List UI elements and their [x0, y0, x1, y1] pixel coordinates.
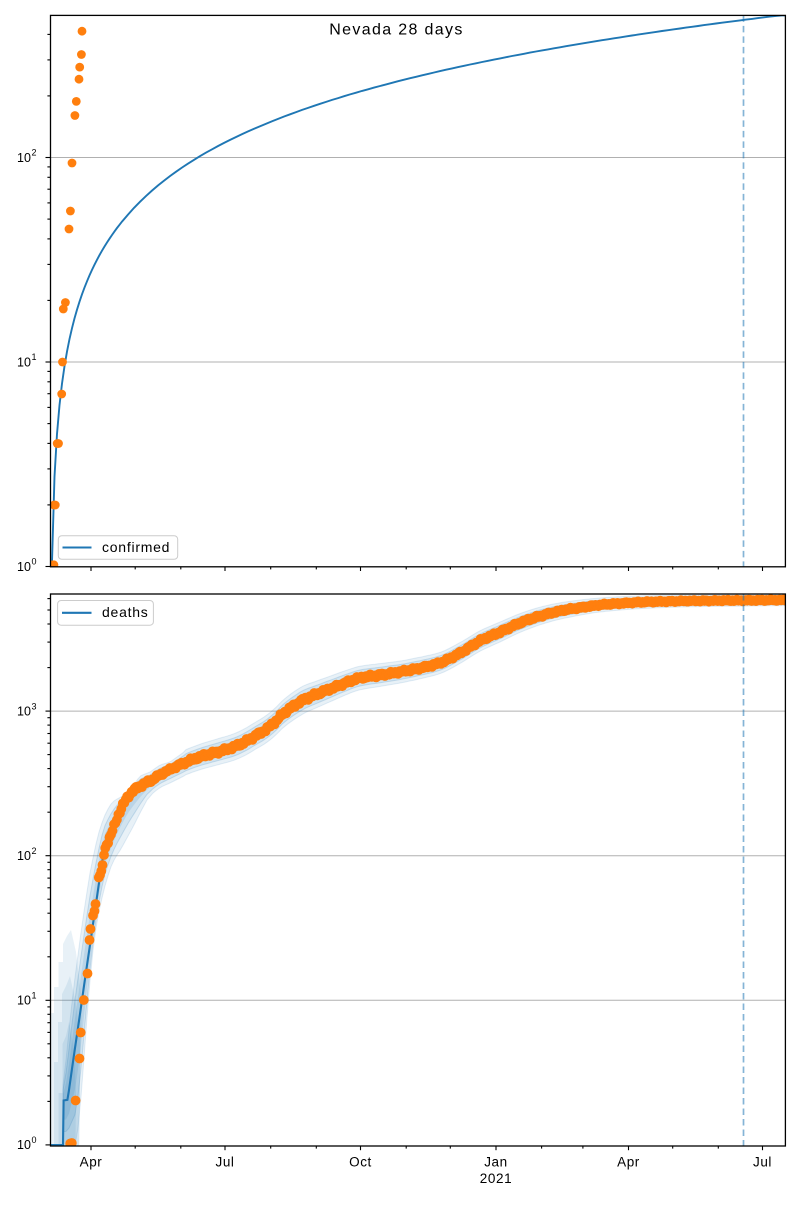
svg-text:2: 2 — [32, 846, 37, 856]
svg-text:10: 10 — [17, 151, 31, 165]
svg-text:Oct: Oct — [349, 1154, 372, 1169]
svg-text:3: 3 — [32, 701, 37, 711]
svg-text:10: 10 — [17, 560, 31, 574]
svg-text:Jul: Jul — [215, 1154, 234, 1169]
svg-text:2021: 2021 — [480, 1171, 512, 1186]
svg-text:2: 2 — [32, 148, 37, 158]
svg-text:1: 1 — [32, 991, 37, 1001]
svg-text:10: 10 — [17, 355, 31, 369]
svg-text:10: 10 — [17, 849, 31, 863]
svg-text:Jul: Jul — [753, 1154, 772, 1169]
svg-text:1: 1 — [32, 352, 37, 362]
svg-text:Nevada 28 days: Nevada 28 days — [329, 21, 464, 38]
svg-text:10: 10 — [17, 994, 31, 1008]
svg-text:10: 10 — [17, 704, 31, 718]
svg-text:Jan: Jan — [484, 1154, 508, 1169]
svg-text:Apr: Apr — [617, 1154, 640, 1169]
svg-text:10: 10 — [17, 1138, 31, 1152]
svg-text:confirmed: confirmed — [102, 539, 170, 555]
svg-text:0: 0 — [32, 1135, 37, 1145]
svg-text:0: 0 — [32, 557, 37, 567]
svg-text:deaths: deaths — [102, 604, 149, 620]
svg-text:Apr: Apr — [80, 1154, 103, 1169]
